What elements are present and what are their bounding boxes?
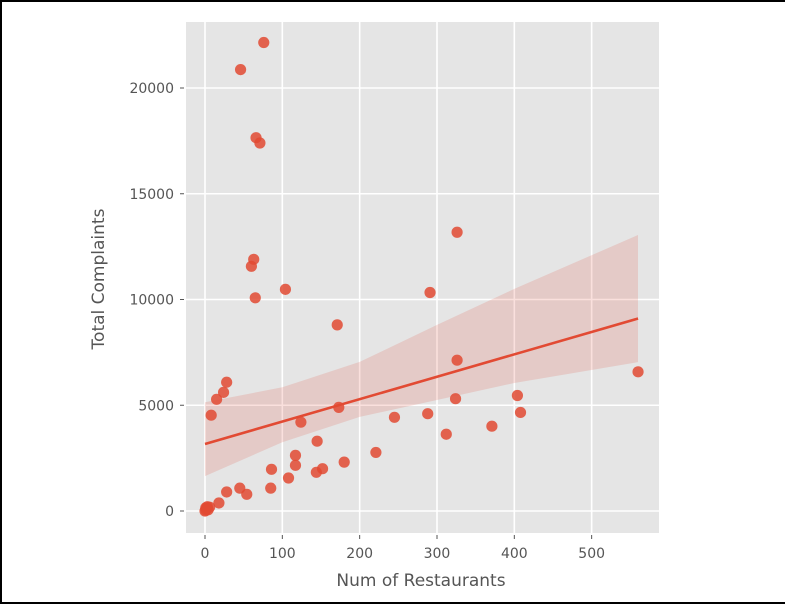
data-point <box>289 459 302 471</box>
data-point <box>311 435 323 447</box>
data-point <box>451 226 463 238</box>
data-point <box>200 502 212 514</box>
x-axis-ticks: 0 100 200 300 400 500 <box>201 535 605 562</box>
confidence-band <box>205 235 638 477</box>
data-point <box>514 406 527 419</box>
plot-background <box>186 22 659 533</box>
data-point <box>440 428 452 440</box>
data-point <box>213 497 225 509</box>
data-point <box>295 416 307 428</box>
data-point <box>210 393 223 405</box>
data-point <box>258 36 270 49</box>
y-tick-label: 0 <box>165 504 174 520</box>
x-tick-label: 200 <box>346 546 373 562</box>
data-point <box>424 286 436 299</box>
x-tick-label: 0 <box>201 546 210 562</box>
data-point <box>265 463 278 475</box>
data-point <box>486 420 498 432</box>
data-point <box>279 283 292 295</box>
data-point <box>245 260 257 272</box>
data-point <box>289 449 302 461</box>
data-point <box>254 137 266 149</box>
data-point <box>449 393 462 405</box>
data-point <box>310 466 322 478</box>
data-point <box>282 472 295 484</box>
x-axis-label: Num of Restaurants <box>336 571 505 591</box>
data-points <box>199 36 644 517</box>
data-point <box>422 408 434 420</box>
y-axis-ticks: 0 5000 10000 15000 20000 <box>129 81 184 520</box>
data-point <box>511 389 524 402</box>
x-tick-label: 500 <box>578 546 605 562</box>
grid-lines <box>186 22 659 533</box>
data-point <box>338 456 350 468</box>
data-point <box>265 482 277 494</box>
x-tick-label: 100 <box>269 546 296 562</box>
data-point <box>632 366 644 378</box>
data-point <box>217 386 230 398</box>
y-tick-label: 10000 <box>129 293 174 309</box>
y-axis-label: Total Complaints <box>89 208 109 350</box>
data-point <box>221 486 233 498</box>
data-point <box>451 354 463 366</box>
data-point <box>370 446 382 459</box>
y-tick-label: 15000 <box>129 187 174 203</box>
x-tick-label: 400 <box>501 546 528 562</box>
data-point <box>221 376 233 388</box>
y-tick-label: 20000 <box>129 81 174 97</box>
data-point <box>388 411 401 423</box>
data-point <box>333 401 345 413</box>
data-point <box>234 63 247 76</box>
regression-line <box>204 317 639 446</box>
x-tick-label: 300 <box>424 546 451 562</box>
y-tick-label: 5000 <box>138 398 174 414</box>
data-point <box>331 319 343 331</box>
data-point <box>249 292 261 304</box>
data-point <box>205 409 217 421</box>
data-point <box>241 488 253 500</box>
